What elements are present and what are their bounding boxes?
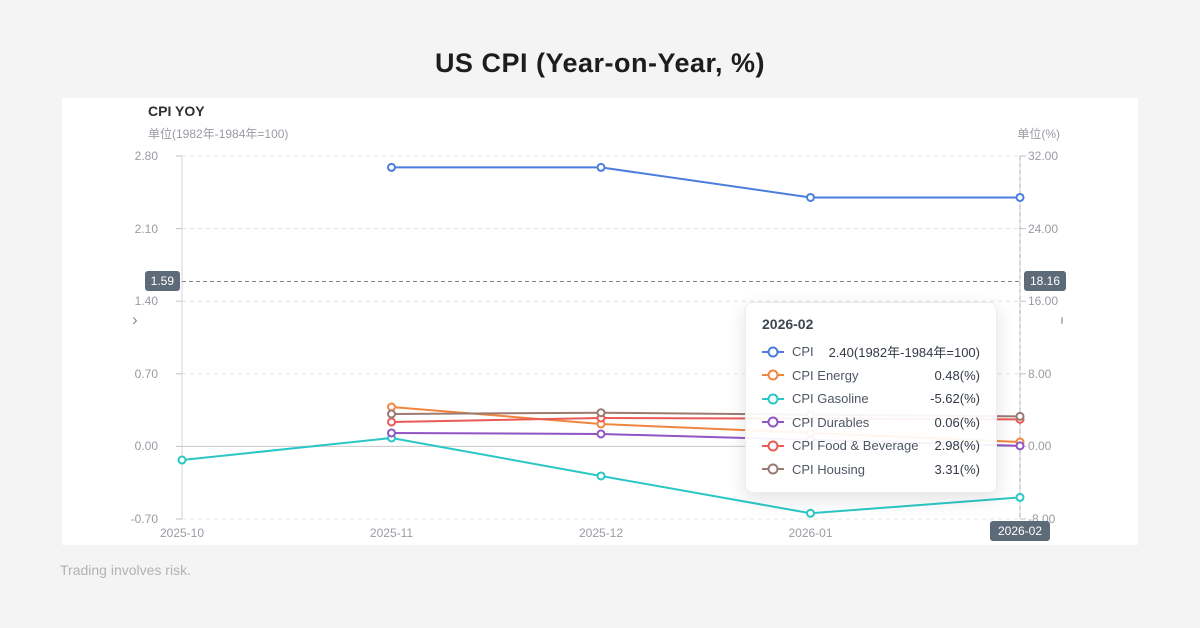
- data-point[interactable]: [596, 408, 606, 418]
- data-point[interactable]: [387, 162, 396, 172]
- data-point[interactable]: [596, 471, 606, 481]
- tooltip-row: CPI 2.40(1982年-1984年=100): [762, 340, 980, 364]
- tooltip-row: CPI Durables 0.06(%): [762, 411, 980, 435]
- right-axis-unit-label: 单位(%): [1017, 127, 1060, 141]
- tooltip-series-value: 0.06(%): [934, 414, 980, 430]
- tooltip-series-name: CPI: [792, 344, 814, 360]
- series-marker-icon: [762, 369, 784, 381]
- chart-heading: CPI YOY: [148, 103, 205, 119]
- tooltip-row: CPI Food & Beverage 2.98(%): [762, 434, 980, 458]
- tooltip-row: CPI Housing 3.31(%): [762, 458, 980, 482]
- data-point[interactable]: [1015, 492, 1025, 502]
- tooltip-series-name: CPI Durables: [792, 414, 870, 430]
- tooltip-series-name: CPI Housing: [792, 461, 865, 477]
- series-marker-icon: [762, 346, 784, 358]
- right-tick-icon[interactable]: [1061, 317, 1063, 324]
- x-axis-tick-label: 2025-10: [159, 526, 205, 540]
- tooltip-series-value: 0.48(%): [934, 367, 980, 383]
- tooltip-row: CPI Gasoline -5.62(%): [762, 387, 980, 411]
- data-point[interactable]: [177, 455, 187, 465]
- series-marker-icon: [762, 463, 784, 475]
- x-axis-tick-label: 2025-11: [369, 526, 414, 540]
- tooltip-series-value: 3.31(%): [934, 461, 980, 477]
- series-marker-icon: [762, 393, 784, 405]
- series-cpi-gasoline: [177, 433, 1025, 518]
- chart-panel: CPI YOY 单位(1982年-1984年=100) 单位(%) 2.80 2.…: [62, 98, 1138, 545]
- y-axis-right-tick-label: 32.00: [1028, 149, 1059, 163]
- series-marker-icon: [762, 440, 784, 452]
- y-axis-right-tick-label: 16.00: [1028, 294, 1059, 309]
- page-title: US CPI (Year-on-Year, %): [434, 48, 766, 78]
- tooltip-series-value: 2.40(1982年-1984年=100): [828, 345, 980, 361]
- chevron-right-icon[interactable]: ›: [132, 310, 138, 329]
- axis-pointer-left-badge: 1.59: [144, 271, 180, 292]
- left-axis-unit-label: 单位(1982年-1984年=100): [148, 127, 289, 141]
- series-marker-icon: [762, 416, 784, 428]
- y-axis-right-tick-label: 0.00: [1028, 439, 1052, 454]
- y-axis-right-tick-label: 24.00: [1028, 221, 1059, 236]
- data-point[interactable]: [596, 162, 606, 172]
- y-axis-left-tick-label: 1.40: [134, 294, 158, 309]
- data-point[interactable]: [1015, 411, 1025, 421]
- data-point[interactable]: [387, 428, 396, 438]
- x-axis-tick-label: 2026-01: [788, 526, 833, 540]
- y-axis-left-tick-label: 0.70: [134, 366, 158, 381]
- y-axis-left-tick-label: 0.00: [134, 439, 158, 454]
- tooltip-title: 2026-02: [762, 316, 814, 332]
- y-axis-left-tick-label: 2.80: [134, 149, 158, 163]
- data-point[interactable]: [387, 417, 396, 427]
- x-axis-tick-label: 2025-12: [578, 526, 624, 540]
- tooltip-series-value: 2.98(%): [934, 438, 980, 454]
- tooltip-series-value: -5.62(%): [930, 391, 980, 407]
- data-point[interactable]: [387, 402, 396, 412]
- data-point[interactable]: [1015, 441, 1025, 451]
- series-cpi: [387, 162, 1025, 202]
- tooltip-row: CPI Energy 0.48(%): [762, 364, 980, 388]
- data-point[interactable]: [806, 508, 815, 518]
- y-axis-right-tick-label: 8.00: [1028, 366, 1052, 381]
- disclaimer-text: Trading involves risk.: [60, 562, 191, 578]
- data-point[interactable]: [806, 192, 815, 202]
- data-point[interactable]: [1015, 192, 1025, 202]
- y-axis-left-tick-label: 2.10: [134, 221, 158, 236]
- tooltip-series-name: CPI Energy: [792, 367, 859, 383]
- data-point[interactable]: [596, 429, 606, 439]
- chart-tooltip: 2026-02 CPI 2.40(1982年-1984年=100) CPI En…: [745, 302, 997, 493]
- tooltip-series-name: CPI Food & Beverage: [792, 438, 919, 454]
- data-point[interactable]: [387, 409, 396, 419]
- y-axis-left-tick-label: -0.70: [130, 512, 158, 526]
- axis-pointer-right-badge: 18.16: [1024, 271, 1067, 292]
- tooltip-series-name: CPI Gasoline: [792, 391, 869, 407]
- axis-pointer-x-badge: 2026-02: [989, 521, 1051, 541]
